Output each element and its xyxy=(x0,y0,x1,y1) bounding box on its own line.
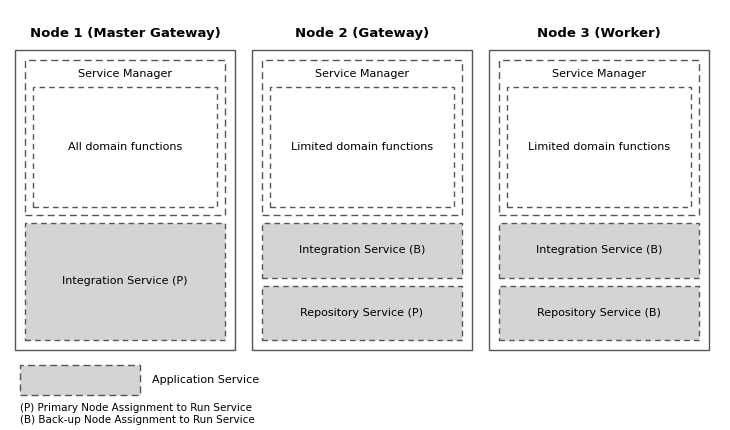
Bar xyxy=(25,223,225,340)
Bar xyxy=(270,87,454,207)
Bar xyxy=(25,60,225,215)
Text: Application Service: Application Service xyxy=(152,375,259,385)
Bar xyxy=(262,223,462,277)
Bar xyxy=(33,87,217,207)
Text: Limited domain functions: Limited domain functions xyxy=(291,142,433,152)
Text: Node 1 (Master Gateway): Node 1 (Master Gateway) xyxy=(30,27,220,40)
Bar xyxy=(507,87,691,207)
Bar xyxy=(252,50,472,350)
Bar xyxy=(499,60,699,215)
Bar xyxy=(262,60,462,215)
Bar xyxy=(489,50,709,350)
Text: Limited domain functions: Limited domain functions xyxy=(528,142,670,152)
Bar xyxy=(499,223,699,277)
Text: (P) Primary Node Assignment to Run Service: (P) Primary Node Assignment to Run Servi… xyxy=(20,403,252,413)
Text: All domain functions: All domain functions xyxy=(68,142,182,152)
Text: Repository Service (B): Repository Service (B) xyxy=(537,308,661,318)
Text: Integration Service (B): Integration Service (B) xyxy=(536,245,662,255)
Text: Integration Service (P): Integration Service (P) xyxy=(62,276,188,286)
Text: Service Manager: Service Manager xyxy=(78,69,172,79)
Text: Repository Service (P): Repository Service (P) xyxy=(301,308,423,318)
Text: Service Manager: Service Manager xyxy=(315,69,409,79)
Bar xyxy=(15,50,235,350)
Text: Integration Service (B): Integration Service (B) xyxy=(299,245,425,255)
Bar xyxy=(262,286,462,340)
Bar xyxy=(499,286,699,340)
Text: Node 2 (Gateway): Node 2 (Gateway) xyxy=(295,27,429,40)
Text: Node 3 (Worker): Node 3 (Worker) xyxy=(537,27,661,40)
Text: Service Manager: Service Manager xyxy=(552,69,646,79)
Text: (B) Back-up Node Assignment to Run Service: (B) Back-up Node Assignment to Run Servi… xyxy=(20,415,255,425)
Bar xyxy=(20,365,140,395)
